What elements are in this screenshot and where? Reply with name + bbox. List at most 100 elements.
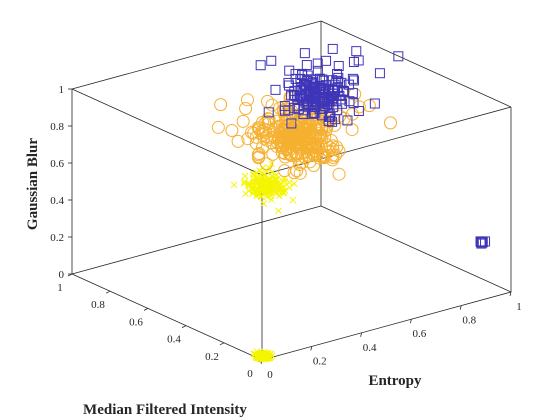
z-tick-label: 0.6 bbox=[50, 158, 64, 170]
data-point-square bbox=[353, 106, 364, 117]
data-point-square bbox=[348, 75, 359, 86]
y-tick bbox=[143, 308, 149, 311]
y-tick-label: 1 bbox=[57, 282, 63, 294]
data-point-square bbox=[351, 46, 362, 57]
y-tick-label: 0.2 bbox=[205, 351, 219, 363]
data-point-circle bbox=[285, 136, 299, 150]
x-tick bbox=[509, 291, 512, 297]
data-point-square bbox=[299, 48, 310, 59]
data-point-x bbox=[274, 179, 282, 186]
data-point-x bbox=[253, 192, 260, 200]
data-point-circle bbox=[278, 147, 292, 161]
data-point-square bbox=[283, 80, 294, 91]
data-point-x bbox=[255, 189, 262, 197]
data-point-square bbox=[476, 238, 487, 249]
z-axis-title: Gaussian Blur bbox=[25, 138, 41, 230]
data-point-x bbox=[286, 184, 293, 191]
data-point-x bbox=[290, 180, 298, 187]
data-point-square bbox=[393, 51, 404, 62]
x-tick-label: 0.6 bbox=[413, 328, 427, 340]
data-point-square bbox=[315, 80, 326, 91]
data-point-circle bbox=[313, 126, 327, 140]
data-point-square bbox=[297, 68, 308, 79]
data-point-square bbox=[347, 73, 358, 84]
data-point-square bbox=[295, 91, 306, 102]
data-point-circle bbox=[332, 167, 346, 181]
data-point-x bbox=[275, 188, 283, 196]
data-point-circle bbox=[252, 147, 266, 161]
box-edge bbox=[71, 20, 322, 90]
data-point-x bbox=[269, 188, 276, 195]
data-point-circle bbox=[292, 133, 306, 147]
data-point-square bbox=[283, 77, 294, 88]
box-edge bbox=[71, 205, 322, 275]
x-axis-title: Entropy bbox=[368, 373, 422, 389]
data-point-circle bbox=[323, 115, 337, 129]
data-point-circle bbox=[265, 98, 279, 112]
data-point-x bbox=[279, 177, 287, 185]
data-point-square bbox=[279, 105, 290, 116]
data-point-square bbox=[353, 55, 364, 66]
data-point-square bbox=[374, 68, 385, 79]
data-point-square bbox=[290, 69, 301, 80]
y-tick bbox=[219, 342, 225, 346]
data-point-square bbox=[339, 86, 350, 97]
data-point-x bbox=[245, 182, 253, 190]
data-point-circle bbox=[293, 166, 307, 180]
data-point-x bbox=[281, 177, 289, 185]
data-point-x bbox=[262, 353, 270, 360]
data-point-circle bbox=[259, 157, 273, 171]
data-point-square bbox=[263, 107, 274, 118]
data-point-x bbox=[269, 186, 276, 193]
data-point-circle bbox=[301, 115, 315, 129]
data-point-square bbox=[336, 77, 347, 88]
data-point-circle bbox=[313, 130, 327, 144]
box-edge bbox=[320, 20, 512, 108]
data-point-square bbox=[255, 60, 266, 71]
data-point-x bbox=[266, 354, 273, 362]
x-tick-label: 0.2 bbox=[313, 355, 327, 367]
data-point-circle bbox=[337, 111, 351, 125]
data-point-circle bbox=[249, 136, 263, 150]
box-edge bbox=[71, 88, 263, 176]
data-point-x bbox=[242, 190, 249, 198]
data-point-circle bbox=[211, 120, 225, 134]
x-tick bbox=[360, 332, 362, 337]
axis-ticks: 0 0 0 0.2 0.2 0.2 0.4 0.4 0.4 0.6 0.6 0.6 0.8 0.8 0.8 1… bbox=[50, 84, 522, 381]
data-point-x bbox=[250, 182, 258, 190]
box-edge bbox=[261, 291, 512, 361]
data-point-x bbox=[230, 181, 238, 189]
box-edge bbox=[71, 273, 263, 361]
data-point-circle bbox=[225, 123, 239, 137]
y-tick-label: 0.4 bbox=[167, 334, 181, 346]
data-point-circle bbox=[261, 114, 275, 128]
data-point-square bbox=[304, 81, 315, 92]
data-point-circle bbox=[383, 116, 397, 130]
data-point-circle bbox=[285, 104, 299, 118]
data-point-x bbox=[264, 180, 272, 188]
data-point-x bbox=[275, 207, 282, 215]
data-point-square bbox=[312, 58, 323, 69]
data-point-circle bbox=[362, 99, 376, 113]
data-point-square bbox=[333, 61, 344, 72]
y-axis-title: Median Filtered Intensity bbox=[83, 402, 247, 418]
data-point-square bbox=[342, 115, 353, 126]
data-point-x bbox=[281, 187, 289, 194]
data-point-x bbox=[262, 167, 270, 174]
z-tick-label: 0.4 bbox=[50, 195, 64, 207]
x-tick-label: 0.8 bbox=[462, 315, 476, 327]
data-point-square bbox=[318, 86, 329, 97]
data-point-square bbox=[317, 103, 328, 114]
data-point-square bbox=[344, 96, 355, 107]
y-tick bbox=[67, 273, 73, 277]
data-point-square bbox=[286, 90, 297, 101]
data-point-circle bbox=[241, 132, 255, 146]
data-point-x bbox=[260, 200, 268, 207]
data-point-square bbox=[327, 43, 338, 54]
y-tick-label: 0.8 bbox=[91, 299, 105, 311]
data-point-circle bbox=[326, 148, 340, 162]
data-point-circle bbox=[240, 93, 254, 107]
data-point-x bbox=[241, 172, 249, 180]
z-tick-label: 0.2 bbox=[50, 232, 64, 244]
